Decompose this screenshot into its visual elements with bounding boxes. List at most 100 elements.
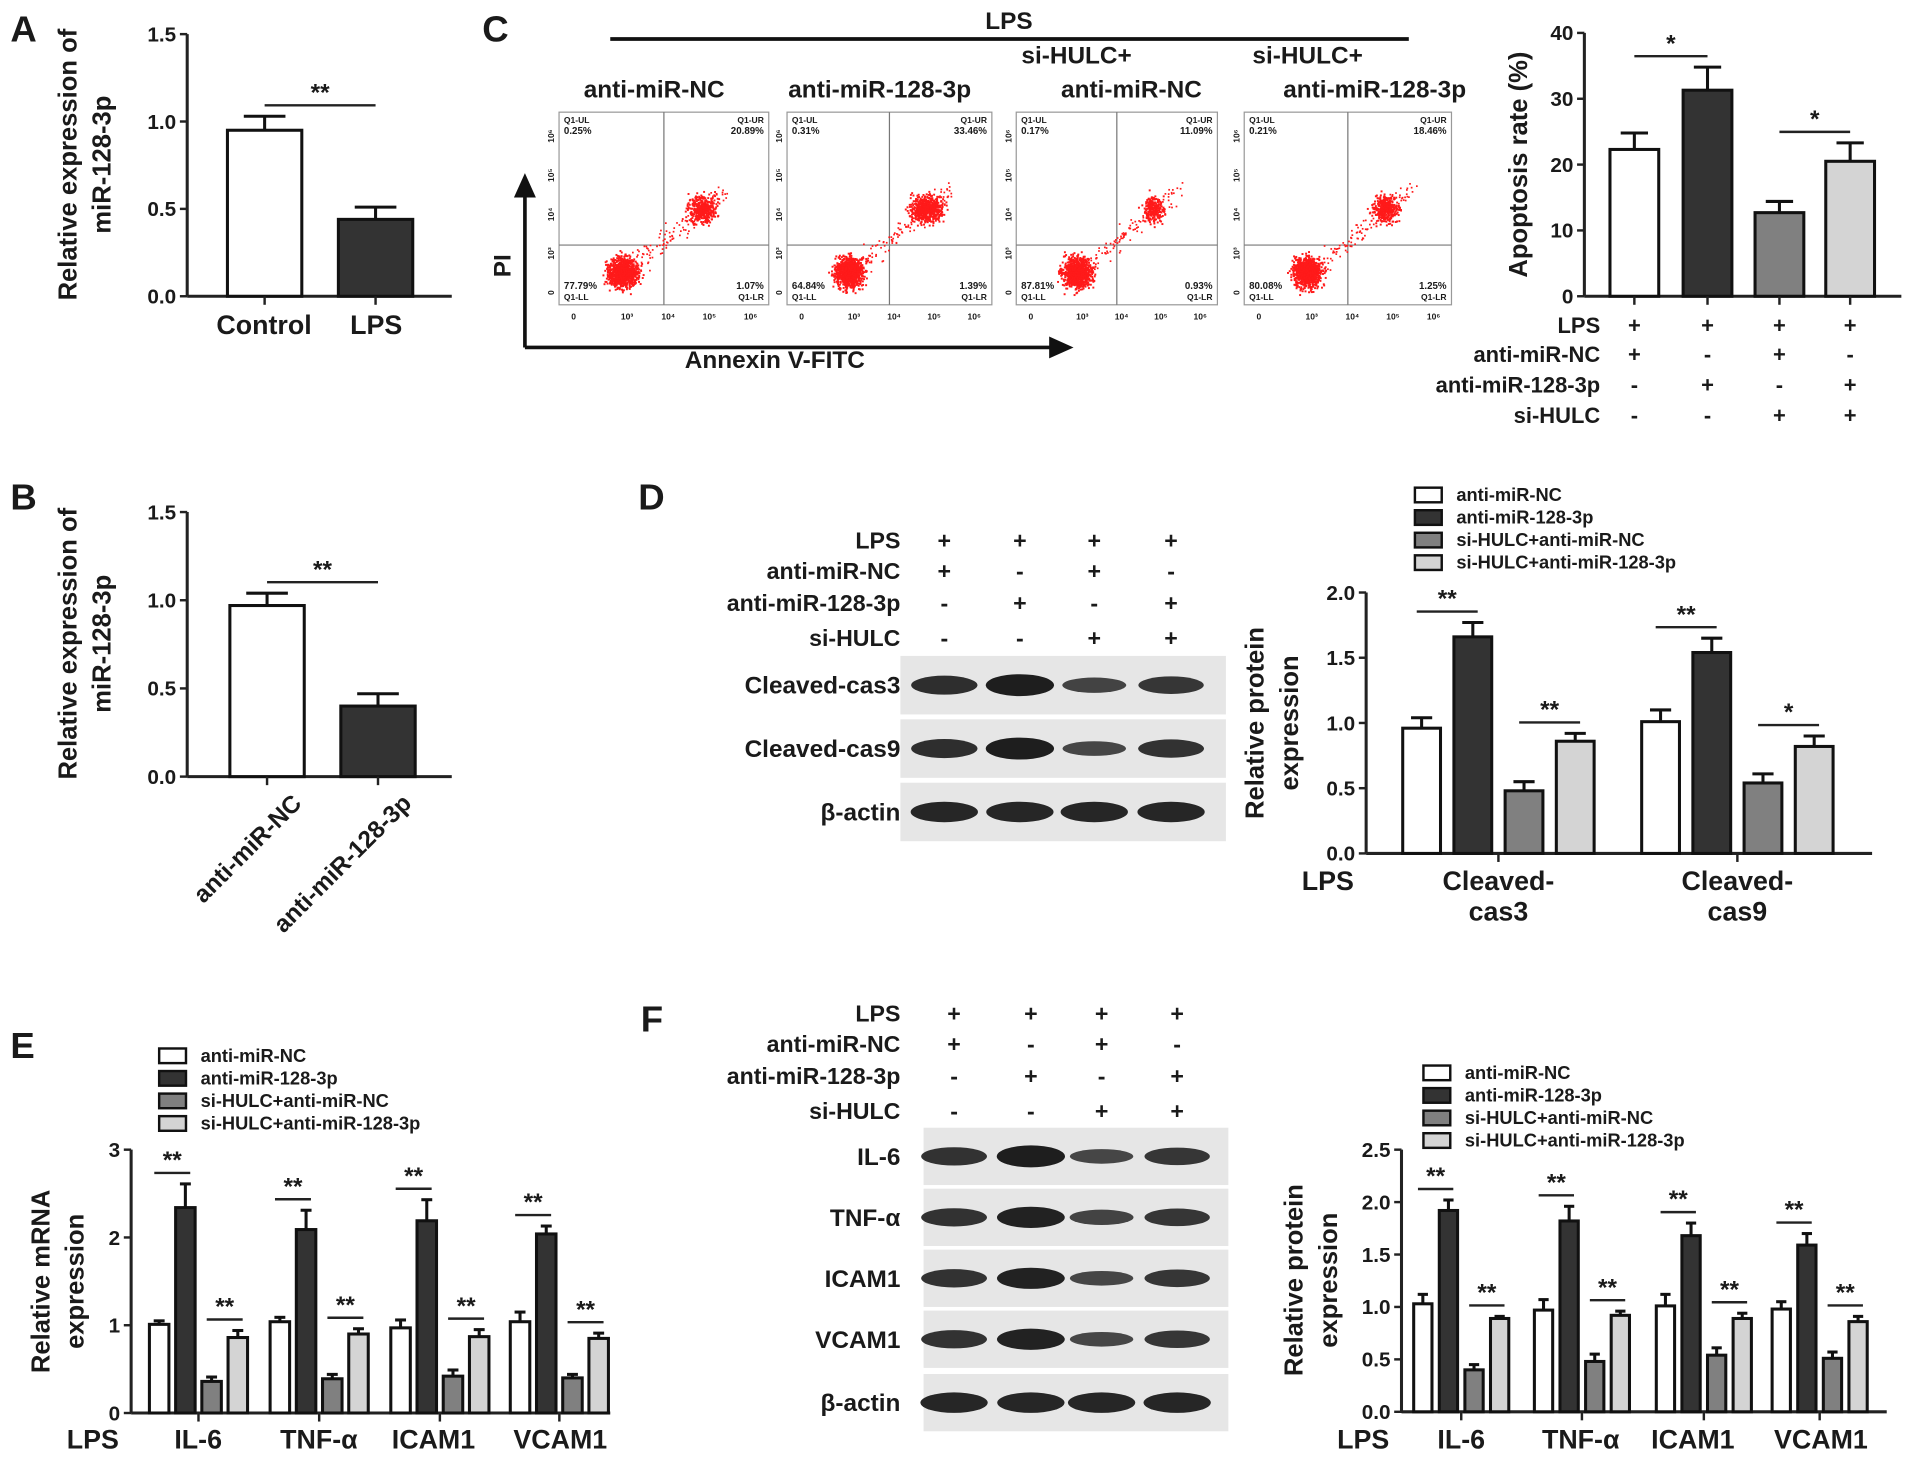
dot	[695, 196, 697, 199]
bar	[389, 1326, 412, 1415]
dot	[1315, 273, 1318, 276]
dot	[1091, 277, 1094, 280]
dot	[714, 215, 717, 218]
condition-label: anti-miR-NC	[1473, 342, 1600, 367]
dot	[843, 255, 846, 258]
dot	[634, 266, 637, 269]
dot	[1091, 269, 1094, 272]
dot	[1098, 247, 1101, 249]
dot	[705, 206, 708, 209]
dot	[631, 275, 634, 278]
legend-swatch	[157, 1114, 188, 1132]
significance-label: **	[1547, 1169, 1566, 1196]
dot	[1083, 259, 1086, 262]
dot	[646, 247, 648, 250]
dot	[922, 202, 925, 205]
dot	[852, 290, 855, 293]
dot	[615, 273, 618, 276]
dot	[1082, 274, 1085, 277]
dot	[1078, 263, 1081, 266]
dot	[850, 286, 853, 289]
legend-label: si-HULC+anti-miR-128-3p	[1465, 1130, 1685, 1151]
dot	[1074, 283, 1077, 286]
dot	[922, 201, 925, 204]
dot	[661, 248, 664, 250]
dot	[868, 261, 871, 264]
dot	[928, 204, 931, 207]
dot	[616, 254, 619, 257]
legend-label: anti-miR-NC	[1465, 1062, 1571, 1083]
dot	[661, 252, 664, 254]
dot	[1090, 279, 1093, 282]
dot	[636, 271, 639, 274]
dot	[839, 276, 842, 279]
dot	[1090, 259, 1093, 262]
dot	[850, 252, 853, 255]
dot	[607, 269, 610, 272]
dot	[911, 207, 914, 210]
y-axis-label: Relative expression of	[54, 507, 82, 779]
dot	[1058, 271, 1061, 274]
dot	[1061, 268, 1064, 271]
dot	[620, 251, 623, 254]
legend-label: si-HULC+anti-miR-NC	[201, 1090, 389, 1111]
dot	[606, 267, 609, 270]
dot	[846, 284, 849, 287]
dot	[838, 272, 841, 275]
dot	[838, 256, 841, 259]
dot	[1161, 215, 1164, 217]
dot	[1078, 281, 1081, 284]
dot	[839, 281, 842, 284]
quadrant-value: 1.07%	[736, 281, 764, 292]
dot	[609, 265, 612, 268]
dot	[854, 257, 857, 260]
dot	[1082, 283, 1085, 286]
dot	[690, 214, 693, 217]
dot	[871, 252, 874, 255]
dot	[1095, 263, 1097, 266]
dot	[892, 237, 895, 240]
y-tick-label: 0	[774, 290, 784, 295]
dot	[712, 213, 715, 216]
dot	[1073, 269, 1076, 272]
dot	[618, 266, 621, 268]
dot	[1158, 208, 1161, 211]
dot	[1156, 207, 1159, 210]
quadrant-value: 33.46%	[954, 126, 987, 137]
dot	[898, 228, 901, 231]
dot	[857, 268, 860, 271]
dot	[617, 257, 620, 260]
bar	[1847, 1320, 1869, 1414]
legend-swatch	[1413, 509, 1443, 527]
x-tick-label: 10⁴	[661, 311, 675, 321]
dot	[860, 257, 863, 260]
quadrant-value: 64.84%	[792, 281, 825, 292]
dot	[840, 261, 843, 264]
dot	[1156, 221, 1159, 224]
dot	[700, 209, 703, 211]
dot	[1088, 265, 1091, 268]
dot	[1065, 267, 1068, 270]
dot	[856, 280, 859, 283]
dot	[1077, 285, 1080, 288]
dot	[613, 284, 616, 287]
dot	[1069, 266, 1072, 269]
dot	[706, 215, 709, 218]
dot	[1078, 274, 1081, 277]
dot	[1155, 205, 1158, 208]
dot	[1143, 207, 1146, 210]
dot	[851, 264, 854, 267]
dot	[686, 220, 688, 223]
dot	[1085, 272, 1088, 275]
dot	[849, 260, 852, 263]
dot	[1122, 235, 1125, 238]
dot	[1118, 223, 1121, 225]
x-tick-label: 10⁵	[703, 311, 716, 321]
dot	[925, 211, 928, 214]
dot	[905, 226, 908, 228]
bar	[1742, 781, 1784, 855]
dot	[1064, 263, 1067, 266]
y-tick-label: 1.5	[1326, 647, 1355, 670]
x-prefix-label: LPS	[1302, 866, 1354, 896]
